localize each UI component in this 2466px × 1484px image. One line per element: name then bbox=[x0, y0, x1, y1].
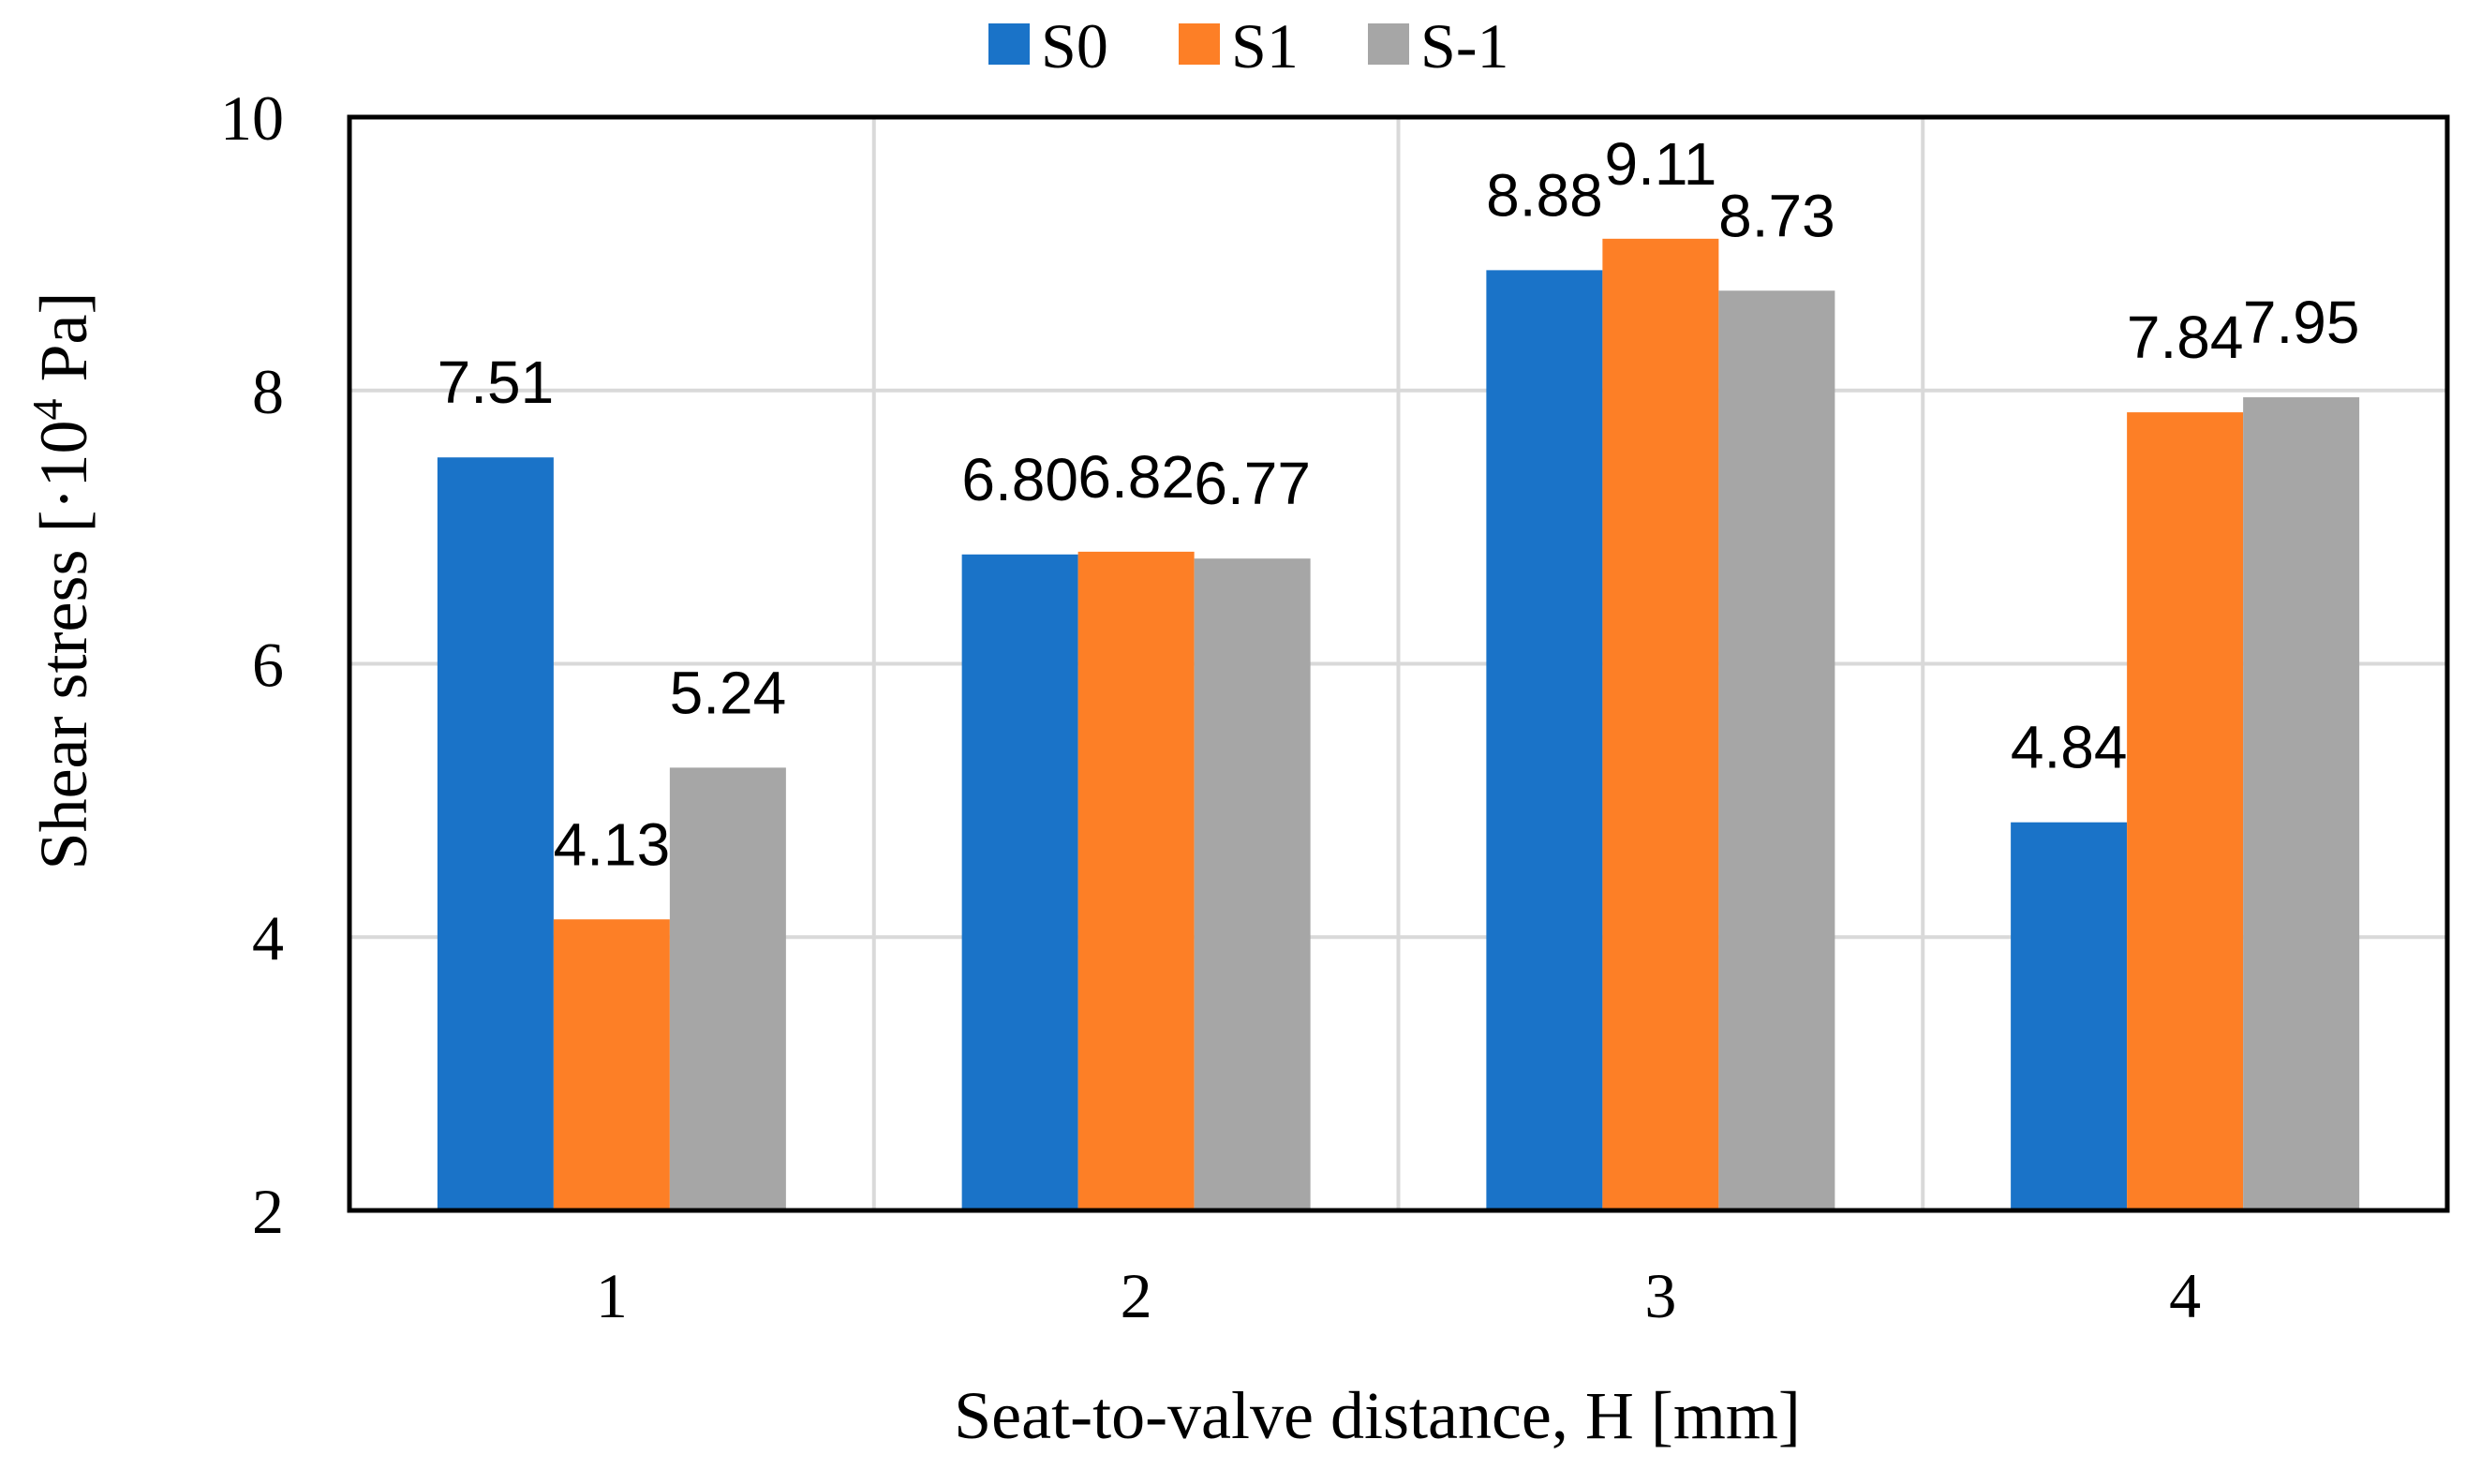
x-axis-label: Seat-to-valve distance, H [mm] bbox=[954, 1378, 1801, 1453]
y-axis-tick-labels: 2 4 6 8 10 bbox=[220, 82, 284, 1247]
data-label: 7.84 bbox=[2127, 304, 2244, 371]
bar-S1-2 bbox=[1077, 551, 1195, 1210]
x-tick-label: 1 bbox=[596, 1260, 628, 1331]
bar-S-1-1 bbox=[669, 767, 786, 1210]
legend-label: S-1 bbox=[1420, 10, 1508, 82]
data-label: 8.88 bbox=[1486, 161, 1603, 229]
x-axis-tick-labels: 1 2 3 4 bbox=[596, 1260, 2201, 1331]
y-tick-label: 6 bbox=[252, 630, 284, 701]
bar-S0-3 bbox=[1486, 270, 1603, 1210]
x-tick-label: 4 bbox=[2169, 1260, 2201, 1331]
bar-S1-1 bbox=[553, 919, 670, 1210]
bar-S-1-4 bbox=[2243, 397, 2360, 1210]
x-tick-label: 3 bbox=[1644, 1260, 1676, 1331]
y-axis-label-prefix: Shear stress [·10 bbox=[26, 421, 101, 870]
bar-S0-1 bbox=[437, 457, 554, 1210]
legend-swatch-S0 bbox=[988, 23, 1030, 65]
y-tick-label: 8 bbox=[252, 356, 284, 427]
y-axis-label: Shear stress [·104 Pa] bbox=[23, 292, 101, 870]
y-tick-label: 2 bbox=[252, 1176, 284, 1247]
data-label: 9.11 bbox=[1604, 130, 1716, 198]
data-label: 8.73 bbox=[1718, 182, 1835, 249]
y-axis-label-suffix: Pa] bbox=[26, 292, 101, 399]
data-label: 5.24 bbox=[670, 659, 787, 726]
legend: S0 S1 S-1 bbox=[988, 10, 1508, 82]
bar-S-1-2 bbox=[1194, 558, 1311, 1210]
legend-label: S1 bbox=[1231, 10, 1299, 82]
data-label: 4.13 bbox=[554, 810, 671, 878]
legend-swatch-S1 bbox=[1179, 23, 1220, 65]
y-axis-label-exponent: 4 bbox=[23, 399, 71, 421]
x-tick-label: 2 bbox=[1121, 1260, 1152, 1331]
bar-S1-4 bbox=[2127, 412, 2244, 1211]
data-label: 6.77 bbox=[1194, 450, 1311, 517]
data-label: 4.84 bbox=[2011, 714, 2128, 781]
bar-S-1-3 bbox=[1718, 290, 1835, 1211]
legend-swatch-S-1 bbox=[1368, 23, 1409, 65]
bar-S1-3 bbox=[1602, 238, 1719, 1211]
bar-S0-4 bbox=[2011, 822, 2128, 1210]
plot-frame bbox=[347, 114, 2450, 1213]
data-label: 6.82 bbox=[1077, 443, 1195, 511]
data-label: 6.80 bbox=[961, 446, 1078, 513]
y-tick-label: 4 bbox=[252, 902, 284, 973]
data-label: 7.95 bbox=[2243, 289, 2360, 356]
bar-S0-2 bbox=[961, 554, 1078, 1210]
data-label: 7.51 bbox=[438, 349, 555, 416]
y-tick-label: 10 bbox=[220, 82, 284, 154]
bars bbox=[437, 238, 2360, 1211]
data-labels: 7.51 6.80 8.88 4.84 4.13 6.82 9.11 7.84 5.24 6.77… bbox=[438, 130, 2360, 878]
legend-label: S0 bbox=[1041, 10, 1108, 82]
